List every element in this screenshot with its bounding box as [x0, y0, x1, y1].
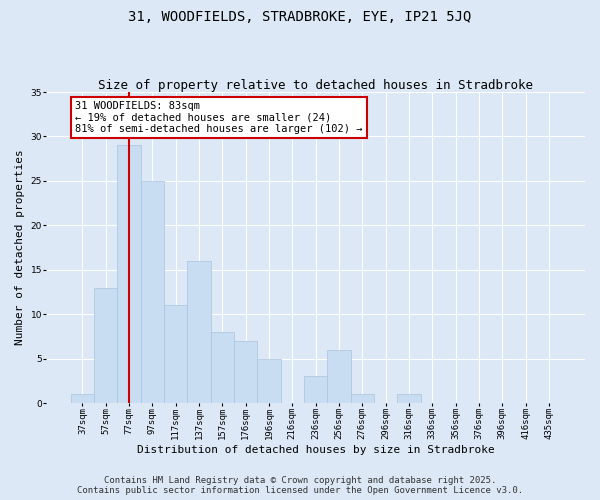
Bar: [304, 376, 327, 403]
Bar: [94, 288, 118, 403]
Y-axis label: Number of detached properties: Number of detached properties: [15, 150, 25, 346]
Bar: [187, 261, 211, 403]
Text: 31 WOODFIELDS: 83sqm
← 19% of detached houses are smaller (24)
81% of semi-detac: 31 WOODFIELDS: 83sqm ← 19% of detached h…: [76, 101, 363, 134]
Bar: [234, 341, 257, 403]
Bar: [211, 332, 234, 403]
Bar: [140, 181, 164, 403]
Bar: [350, 394, 374, 403]
Bar: [257, 358, 281, 403]
Bar: [71, 394, 94, 403]
X-axis label: Distribution of detached houses by size in Stradbroke: Distribution of detached houses by size …: [137, 445, 494, 455]
Title: Size of property relative to detached houses in Stradbroke: Size of property relative to detached ho…: [98, 79, 533, 92]
Text: 31, WOODFIELDS, STRADBROKE, EYE, IP21 5JQ: 31, WOODFIELDS, STRADBROKE, EYE, IP21 5J…: [128, 10, 472, 24]
Bar: [397, 394, 421, 403]
Bar: [164, 306, 187, 403]
Bar: [118, 146, 140, 403]
Bar: [327, 350, 350, 403]
Text: Contains HM Land Registry data © Crown copyright and database right 2025.
Contai: Contains HM Land Registry data © Crown c…: [77, 476, 523, 495]
